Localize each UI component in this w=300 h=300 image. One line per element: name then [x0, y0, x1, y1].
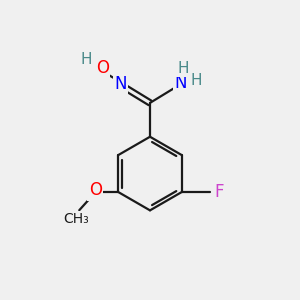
- Text: F: F: [214, 183, 224, 201]
- Text: H: H: [190, 73, 202, 88]
- Text: N: N: [114, 75, 127, 93]
- Text: O: O: [89, 182, 102, 200]
- Text: O: O: [96, 58, 109, 76]
- Text: H: H: [81, 52, 92, 67]
- Text: CH₃: CH₃: [63, 212, 88, 226]
- Text: H: H: [178, 61, 189, 76]
- Text: N: N: [174, 74, 187, 92]
